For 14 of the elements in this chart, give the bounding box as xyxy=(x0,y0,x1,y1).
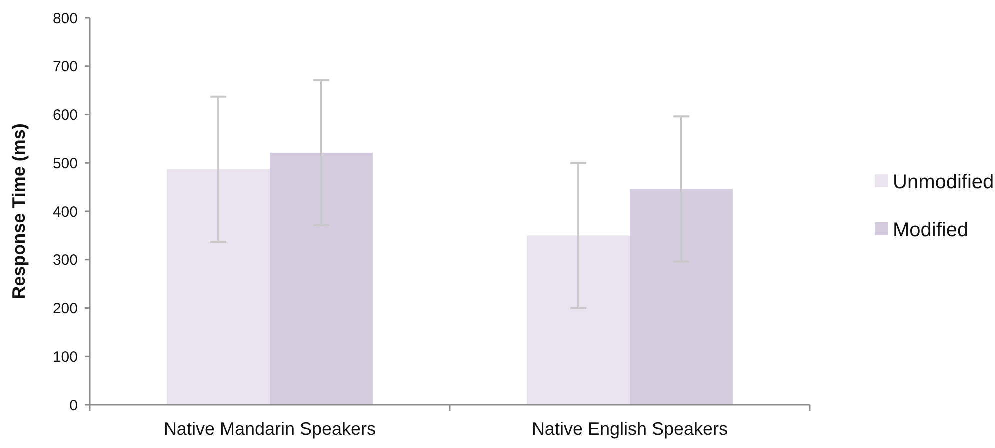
y-tick-label: 100 xyxy=(52,348,78,366)
x-tick-label: Native English Speakers xyxy=(532,419,728,439)
x-tick-label: Native Mandarin Speakers xyxy=(164,419,376,439)
y-axis-title: Response Time (ms) xyxy=(9,124,29,300)
y-tick-label: 0 xyxy=(70,397,78,414)
y-tick-label: 200 xyxy=(52,300,78,318)
y-tick-label: 600 xyxy=(52,107,78,124)
y-tick-label: 500 xyxy=(52,155,78,172)
legend-label: Modified xyxy=(893,220,969,242)
y-tick-label: 700 xyxy=(52,58,78,76)
y-tick-label: 800 xyxy=(52,10,78,28)
y-tick-label: 300 xyxy=(52,252,78,270)
legend-label: Unmodified xyxy=(893,172,994,194)
y-tick-label: 400 xyxy=(52,204,78,221)
